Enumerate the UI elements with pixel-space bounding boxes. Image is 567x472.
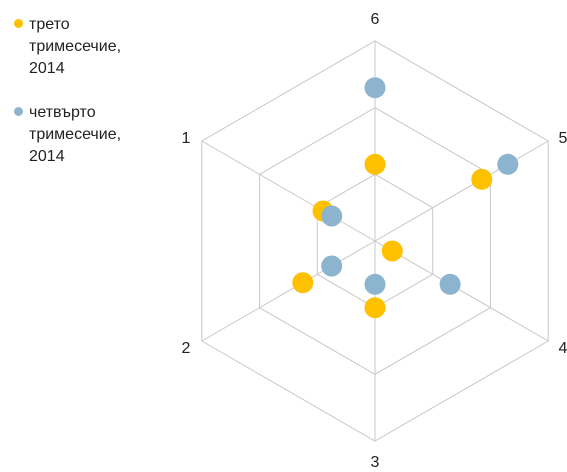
- point-series1-axis6: [364, 153, 386, 175]
- axis-label-4: 4: [559, 340, 567, 357]
- axis-label-2: 2: [182, 340, 191, 357]
- legend-item-q4: четвърто тримесечие, 2014: [14, 102, 154, 168]
- radar-grid: [201, 40, 549, 442]
- point-series2-axis2: [321, 255, 343, 277]
- legend-label-q3: трето тримесечие, 2014: [29, 16, 122, 77]
- axis-label-1: 1: [182, 130, 191, 147]
- legend-item-q3: трето тримесечие, 2014: [14, 14, 154, 80]
- axis-label-6: 6: [371, 11, 380, 28]
- axis-spoke-4: [374, 240, 549, 342]
- axis-labels: 1 2 3 4 5 6: [182, 11, 567, 471]
- point-series1-axis3: [364, 297, 386, 319]
- legend-marker-q3: [14, 19, 23, 28]
- axis-label-5: 5: [559, 130, 567, 147]
- point-series1-axis2: [292, 272, 314, 294]
- data-points: [292, 77, 519, 319]
- point-series1-axis5: [471, 168, 493, 190]
- axis-label-3: 3: [371, 454, 380, 471]
- legend-marker-q4: [14, 107, 23, 116]
- legend: трето тримесечие, 2014 четвърто тримесеч…: [14, 14, 154, 190]
- point-series2-axis4: [439, 273, 461, 295]
- point-series2-axis5: [497, 153, 519, 175]
- point-series2-axis1: [321, 205, 343, 227]
- point-series2-axis6: [364, 77, 386, 99]
- legend-label-q4: четвърто тримесечие, 2014: [29, 104, 122, 165]
- axis-spoke-1: [201, 140, 376, 242]
- axis-spoke-2: [201, 240, 376, 342]
- point-series1-axis4: [381, 240, 403, 262]
- axis-spoke-5: [374, 140, 549, 242]
- point-series2-axis3: [364, 273, 386, 295]
